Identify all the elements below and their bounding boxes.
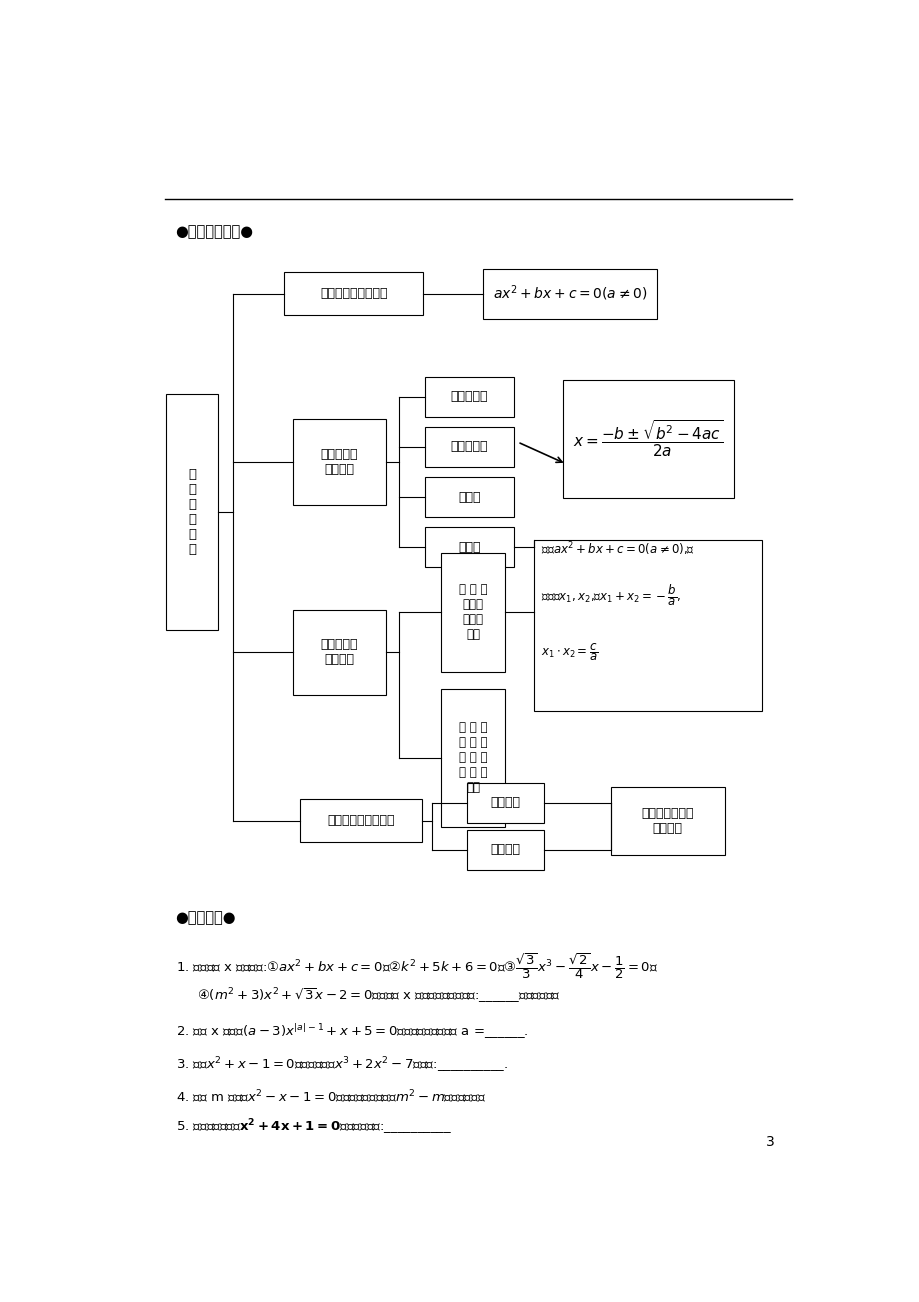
Text: $ax^2+bx+c=0(a\neq0)$: $ax^2+bx+c=0(a\neq0)$: [492, 284, 646, 303]
Text: ●知识网络图表●: ●知识网络图表●: [176, 224, 254, 240]
FancyBboxPatch shape: [610, 786, 724, 855]
Text: ●习题练习●: ●习题练习●: [176, 910, 236, 926]
FancyBboxPatch shape: [425, 477, 514, 517]
Text: 方程$ax^2+bx+c=0(a\neq0)$,的: 方程$ax^2+bx+c=0(a\neq0)$,的: [540, 540, 695, 559]
Text: 3: 3: [765, 1135, 774, 1148]
Text: 1. 下列关于 x 的方程中:①$ax^2+bx+c=0$，②$k^2+5k+6=0$，③$\dfrac{\sqrt{3}}{3}x^3-\dfrac{\sqr: 1. 下列关于 x 的方程中:①$ax^2+bx+c=0$，②$k^2+5k+6…: [176, 952, 657, 982]
Text: 数量关系: 数量关系: [490, 797, 520, 810]
FancyBboxPatch shape: [293, 419, 386, 505]
Text: 一
元
二
次
方
程: 一 元 二 次 方 程: [187, 469, 196, 556]
Text: $x=\dfrac{-b\pm\sqrt{b^2-4ac}}{2a}$: $x=\dfrac{-b\pm\sqrt{b^2-4ac}}{2a}$: [573, 419, 722, 460]
FancyBboxPatch shape: [425, 427, 514, 467]
FancyBboxPatch shape: [425, 527, 514, 568]
FancyBboxPatch shape: [467, 829, 544, 870]
Text: 两根为$x_1,x_2$,则$x_1+x_2=-\dfrac{b}{a}$,: 两根为$x_1,x_2$,则$x_1+x_2=-\dfrac{b}{a}$,: [540, 583, 681, 608]
Text: 列一元二次方程
解应用题: 列一元二次方程 解应用题: [641, 807, 693, 835]
Text: 3. 如果$x^2+x-1=0$，那么代数式$x^3+2x^2-7$的值为:__________.: 3. 如果$x^2+x-1=0$，那么代数式$x^3+2x^2-7$的值为:__…: [176, 1056, 507, 1075]
Text: 公式法: 公式法: [458, 540, 480, 553]
Text: 5. 用配方法解方程$\mathbf{x^2+4x+1=0}$，经过配方得:__________: 5. 用配方法解方程$\mathbf{x^2+4x+1=0}$，经过配方得:__…: [176, 1117, 451, 1137]
FancyBboxPatch shape: [440, 553, 505, 672]
FancyBboxPatch shape: [440, 689, 505, 827]
Text: ④$(m^2+3)x^2+\sqrt{3}x-2=0$．是关于 x 的一元二次方程的是:______（只填序号）: ④$(m^2+3)x^2+\sqrt{3}x-2=0$．是关于 x 的一元二次方…: [197, 987, 560, 1005]
Text: 等量关系: 等量关系: [490, 844, 520, 857]
Text: 一元二次方程的概念: 一元二次方程的概念: [320, 286, 387, 299]
FancyBboxPatch shape: [300, 799, 421, 842]
Text: 直接配方法: 直接配方法: [450, 391, 488, 404]
FancyBboxPatch shape: [534, 540, 762, 711]
FancyBboxPatch shape: [482, 268, 656, 319]
Text: 一元二次方程的应用: 一元二次方程的应用: [327, 815, 394, 828]
Text: 一 元 二
次 方 程
的 根 与
系 数 的
关系: 一 元 二 次 方 程 的 根 与 系 数 的 关系: [459, 721, 487, 794]
Text: 因式分解法: 因式分解法: [450, 440, 488, 453]
Text: 一元二次方
程的解法: 一元二次方 程的解法: [321, 448, 358, 477]
FancyBboxPatch shape: [284, 272, 423, 315]
Text: $x_1\cdot x_2=\dfrac{c}{a}$: $x_1\cdot x_2=\dfrac{c}{a}$: [540, 641, 598, 663]
Text: 4. 已知 m 是方程$x^2-x-1=0$的一个根，则代数式$m^2-m$的值为多少？: 4. 已知 m 是方程$x^2-x-1=0$的一个根，则代数式$m^2-m$的值…: [176, 1087, 485, 1104]
FancyBboxPatch shape: [293, 609, 386, 695]
Text: 一 元 二
次方程
的根的
情况: 一 元 二 次方程 的根的 情况: [459, 583, 487, 642]
FancyBboxPatch shape: [467, 783, 544, 823]
FancyBboxPatch shape: [562, 380, 733, 499]
Text: 2. 关于 x 的方程$(a-3)x^{|a|-1}+x+5=0$是一元二次方程，则 a =______.: 2. 关于 x 的方程$(a-3)x^{|a|-1}+x+5=0$是一元二次方程…: [176, 1022, 528, 1042]
Text: 一元二次方
程的探索: 一元二次方 程的探索: [321, 638, 358, 667]
FancyBboxPatch shape: [425, 376, 514, 417]
Text: 配方法: 配方法: [458, 491, 480, 504]
FancyBboxPatch shape: [166, 395, 218, 630]
